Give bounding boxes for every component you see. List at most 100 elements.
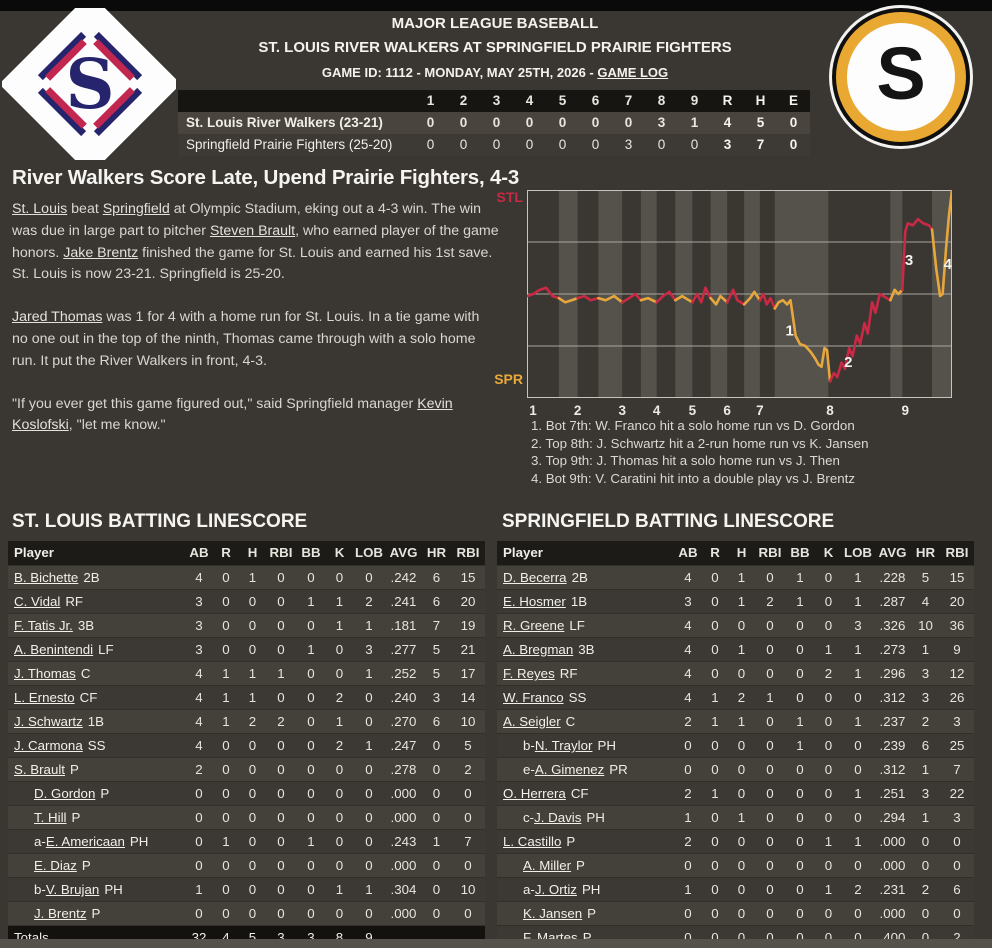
player-link[interactable]: A. Benintendi: [14, 642, 94, 657]
player-position: RF: [65, 594, 84, 609]
batting-row: A. Miller P 0 0 0 0 0 0 0 .000 0 0: [497, 853, 974, 877]
inning-score: 0: [591, 137, 600, 152]
stat-cell: 1: [921, 810, 930, 825]
player-link[interactable]: N. Traylor: [534, 738, 593, 753]
player-link[interactable]: V. Brujan: [45, 882, 100, 897]
stat-cell: 0: [248, 618, 257, 633]
matchup-title: ST. LOUIS RIVER WALKERS AT SPRINGFIELD P…: [258, 39, 732, 56]
stat-cell: 1: [277, 666, 285, 681]
batting-row: A. Benintendi LF 3 0 0 0 1 0 3 .277 5 21: [8, 637, 485, 661]
player-link[interactable]: J. Thomas: [14, 666, 76, 681]
stat-cell: 1: [365, 738, 373, 753]
stat-cell: 0: [854, 690, 862, 705]
player-link[interactable]: J. Brentz: [34, 906, 87, 921]
stat-cell: 1: [335, 594, 344, 609]
spr-team-logo[interactable]: S: [836, 12, 966, 142]
player-link[interactable]: O. Herrera: [503, 786, 566, 801]
stat-cell: 0: [464, 810, 472, 825]
player-link[interactable]: D. Becerra: [503, 570, 567, 585]
player-link[interactable]: A. Miller: [523, 858, 572, 873]
player-link[interactable]: J. Carmona: [14, 738, 83, 753]
player-link[interactable]: C. Vidal: [14, 594, 61, 609]
player-link[interactable]: K. Jansen: [523, 906, 583, 921]
stat-cell: 4: [684, 642, 692, 657]
player-link[interactable]: Springfield: [102, 201, 170, 217]
rhe-header: H: [755, 93, 766, 108]
stat-cell: 0: [307, 666, 315, 681]
player-link[interactable]: L. Ernesto: [14, 690, 75, 705]
stat-cell: 1: [796, 570, 804, 585]
stat-cell: 0: [307, 738, 315, 753]
player-link[interactable]: B. Bichette: [14, 570, 79, 585]
stat-cell: 0: [365, 834, 373, 849]
player-link[interactable]: S. Brault: [14, 762, 65, 777]
winprob-line-spr: [930, 190, 952, 298]
player-link[interactable]: A. Gimenez: [534, 762, 605, 777]
stat-cell: .296: [879, 666, 906, 681]
stat-cell: 0: [335, 570, 344, 585]
player-link[interactable]: L. Castillo: [503, 834, 562, 849]
player-position: PR: [609, 762, 628, 777]
batting-row: J. Brentz P 0 0 0 0 0 0 0 .000 0 0: [8, 901, 485, 925]
stat-cell: 0: [222, 570, 230, 585]
stat-cell: 0: [796, 642, 804, 657]
player-link[interactable]: W. Franco: [503, 690, 564, 705]
stat-cell: .181: [390, 618, 417, 633]
column-header-player: Player: [503, 545, 543, 560]
inning-score: 0: [525, 137, 534, 152]
stat-cell: 0: [796, 882, 804, 897]
player-link[interactable]: E. Hosmer: [503, 594, 566, 609]
stat-cell: 0: [711, 642, 719, 657]
stat-cell: 0: [711, 906, 719, 921]
stat-cell: .312: [879, 762, 906, 777]
stl-batting-title: ST. LOUIS BATTING LINESCORE: [12, 511, 308, 532]
player-link[interactable]: D. Gordon: [34, 786, 96, 801]
batting-row: e-A. Gimenez PR 0 0 0 0 0 0 0 .312 1 7: [497, 757, 974, 781]
hits-total: 5: [756, 115, 765, 130]
player-link[interactable]: F. Tatis Jr.: [14, 618, 73, 633]
stat-cell: 0: [854, 738, 862, 753]
player-link[interactable]: St. Louis: [12, 201, 68, 217]
stl-team-logo[interactable]: S: [0, 0, 181, 175]
stat-cell: 0: [195, 786, 203, 801]
stat-cell: 0: [365, 690, 373, 705]
player-link[interactable]: Jake Brentz: [63, 244, 139, 261]
linescore-header: 1 2 3 4 5 6 7 8 9 R H E: [178, 90, 810, 112]
game-log-link[interactable]: GAME LOG: [597, 65, 669, 80]
player-link[interactable]: Jared Thomas: [12, 309, 103, 326]
stat-cell: 26: [949, 690, 965, 705]
stat-cell: 0: [307, 618, 315, 633]
stat-cell: 0: [766, 642, 774, 657]
stat-cell: 0: [854, 906, 862, 921]
player-link[interactable]: E. Diaz: [34, 858, 77, 873]
batting-row: T. Hill P 0 0 0 0 0 0 0 .000 0 0: [8, 805, 485, 829]
stat-cell: 0: [766, 882, 774, 897]
stat-cell: 1: [222, 666, 230, 681]
stat-cell: 10: [460, 882, 476, 897]
player-link[interactable]: J. Schwartz: [14, 714, 83, 729]
stat-cell: 0: [824, 810, 833, 825]
player-link[interactable]: F. Reyes: [503, 666, 555, 681]
stat-cell: 0: [921, 930, 930, 945]
player-link[interactable]: E. Americaan: [45, 834, 125, 849]
player-link[interactable]: T. Hill: [34, 810, 67, 825]
player-link[interactable]: Kevin Koslofski: [12, 395, 453, 434]
stat-cell: 3: [195, 618, 203, 633]
stat-cell: 1: [335, 882, 344, 897]
stat-cell: 0: [464, 786, 472, 801]
stat-cell: 1: [307, 834, 315, 849]
stat-cell: .237: [879, 714, 906, 729]
player-link[interactable]: A. Seigler: [503, 714, 561, 729]
player-position: LF: [98, 642, 114, 657]
stat-cell: 2: [335, 690, 344, 705]
stat-cell: 0: [737, 930, 746, 945]
player-link[interactable]: Steven Brault: [209, 222, 296, 239]
player-link[interactable]: A. Bregman: [503, 642, 574, 657]
stat-cell: .312: [879, 690, 906, 705]
key-play-marker: 2: [844, 354, 852, 371]
player-link[interactable]: J. Ortiz: [534, 882, 577, 897]
player-link[interactable]: J. Davis: [534, 810, 582, 825]
player-link[interactable]: R. Greene: [503, 618, 565, 633]
article-text: , who earned player of the game honors.: [12, 222, 499, 261]
column-header: BB: [301, 545, 321, 560]
